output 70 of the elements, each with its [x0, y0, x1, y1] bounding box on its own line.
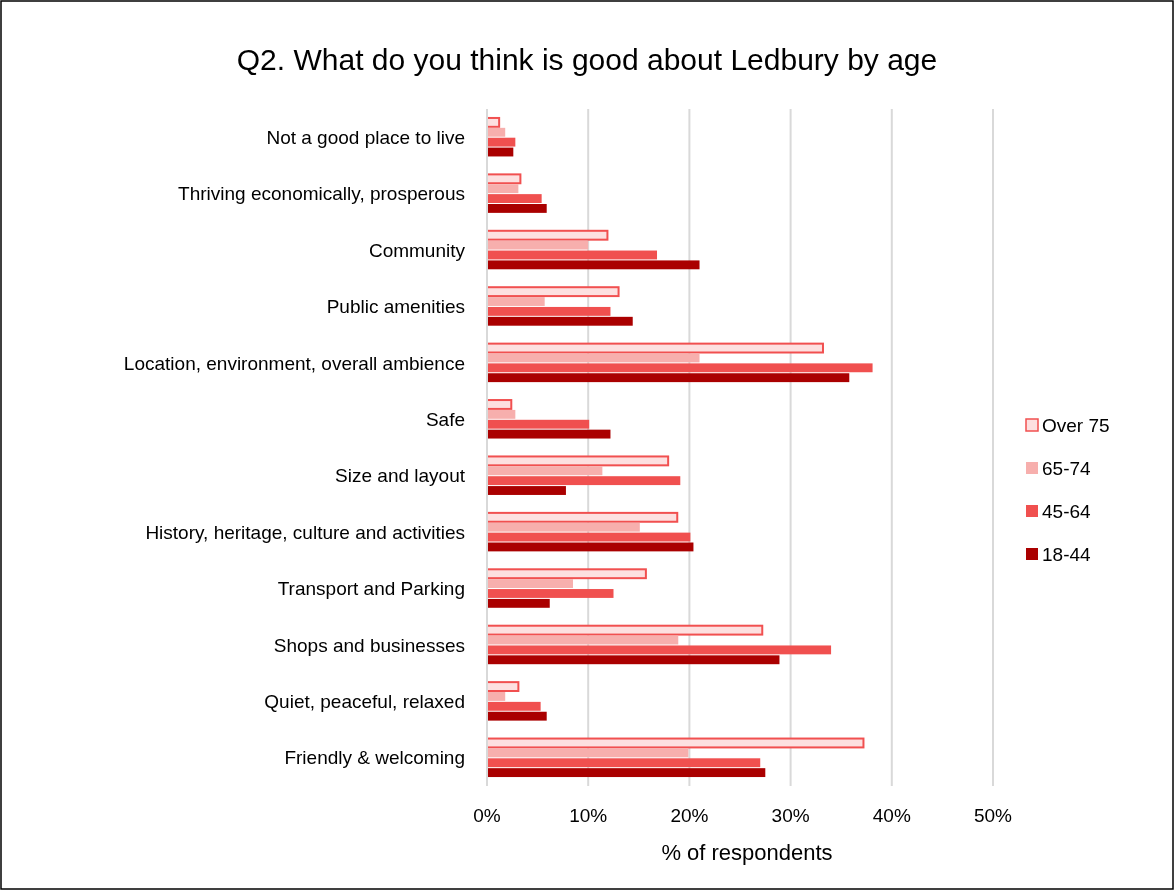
bar [487, 701, 541, 711]
bar [487, 373, 850, 383]
bar [486, 681, 520, 692]
bar [487, 127, 506, 137]
x-tick-label: 20% [670, 805, 709, 826]
legend-label: Over 75 [1042, 414, 1110, 436]
bar [487, 306, 611, 316]
bar [487, 363, 873, 373]
bar [486, 286, 620, 298]
bar [487, 635, 679, 645]
chart-title: Q2. What do you think is good about Ledbury by age [236, 43, 938, 76]
bar [487, 748, 689, 758]
bar [487, 194, 542, 203]
bar [487, 137, 516, 147]
bar [487, 409, 516, 419]
bar [487, 316, 633, 326]
bar [487, 579, 574, 589]
bar [487, 466, 603, 476]
y-tick-label: Shops and businesses [273, 634, 465, 656]
y-tick-label: Size and layout [335, 465, 466, 487]
bar [486, 511, 679, 523]
bar [487, 419, 590, 429]
bar [487, 598, 550, 608]
legend-label: 65-74 [1042, 457, 1092, 479]
bar [486, 455, 670, 467]
bar [487, 486, 566, 495]
y-tick-label: Community [368, 239, 466, 261]
bar [487, 476, 681, 486]
bar [487, 711, 547, 721]
x-tick-label: 30% [771, 805, 810, 826]
bar [487, 768, 766, 778]
y-tick-label: Thriving economically, prosperous [178, 183, 465, 205]
bar [487, 532, 691, 542]
bar [487, 240, 589, 250]
y-tick-label: Friendly & welcoming [284, 747, 465, 769]
bar [486, 624, 764, 636]
y-tick-label: Transport and Parking [277, 578, 465, 600]
bar [486, 399, 513, 410]
legend-label: 18-44 [1042, 543, 1092, 565]
bar [487, 645, 832, 655]
x-tick-label: 0% [473, 805, 501, 826]
x-tick-label: 50% [973, 805, 1013, 826]
bar [487, 250, 658, 260]
y-tick-label: Quiet, peaceful, relaxed [264, 691, 465, 713]
bar [487, 184, 519, 194]
bar [486, 342, 824, 354]
y-tick-label: History, heritage, culture and activities [145, 521, 465, 543]
bar [487, 692, 506, 701]
x-tick-label: 40% [872, 805, 911, 826]
bar [486, 737, 865, 749]
y-tick-label: Not a good place to live [266, 126, 465, 148]
bar [487, 522, 640, 532]
x-axis-title: % of respondents [661, 840, 833, 865]
bar [486, 173, 522, 185]
bar [486, 229, 609, 241]
bar [487, 260, 700, 270]
bar [487, 758, 761, 768]
bar [487, 589, 614, 598]
legend-label: 45-64 [1042, 500, 1092, 522]
bar [487, 542, 694, 552]
bar [487, 353, 700, 363]
bar [486, 568, 647, 580]
y-tick-label: Location, environment, overall ambience [123, 352, 465, 374]
bar [487, 429, 611, 439]
x-tick-label: 10% [569, 805, 608, 826]
bar [487, 655, 780, 665]
bar [487, 297, 545, 306]
y-tick-label: Safe [425, 408, 465, 430]
y-tick-label: Public amenities [326, 296, 465, 318]
bar [487, 204, 547, 213]
